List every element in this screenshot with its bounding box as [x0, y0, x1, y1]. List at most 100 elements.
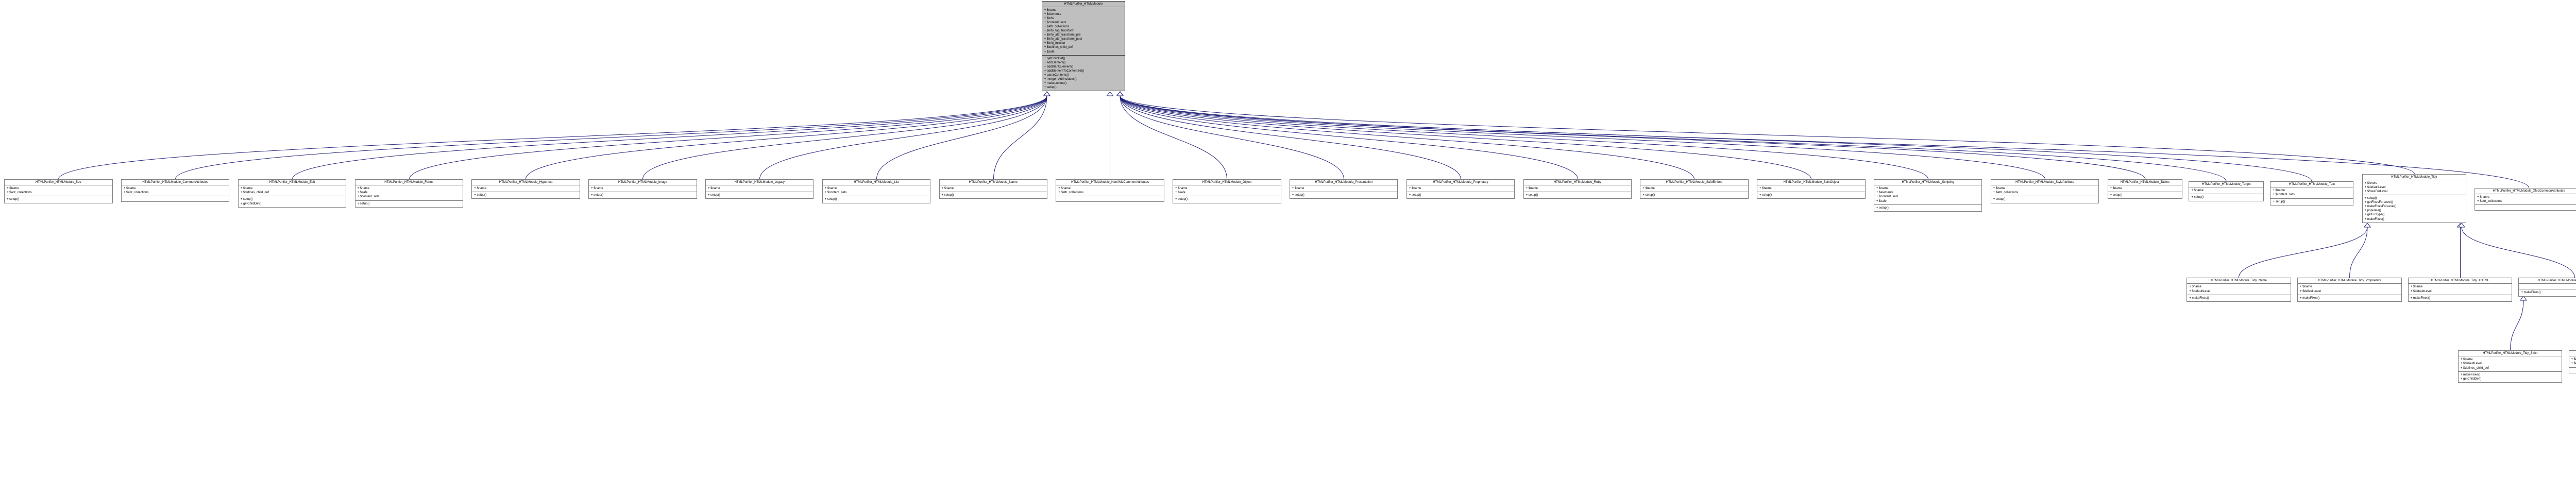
node-title: HTMLPurifier_HTMLModule_Legacy: [706, 180, 814, 185]
attrs-section: + $name: [589, 185, 697, 192]
attr-line: + $name: [1642, 186, 1746, 191]
method-line: + populate(): [2365, 209, 2464, 213]
methods-section: + makeFixes(): [2409, 295, 2512, 301]
methods-section: + setup()+ getFixesForLevel() + makeFixes…: [2363, 195, 2466, 222]
node-title: HTMLPurifier_HTMLModule_Text: [2270, 182, 2353, 187]
method-line: + makeFixes(): [2411, 296, 2510, 300]
attr-line: + $name: [591, 186, 694, 191]
attr-line: + $name: [7, 186, 110, 191]
attrs-section: + $name+ $attr_collections: [2475, 194, 2576, 205]
methods-section: [2569, 368, 2576, 373]
node-title: HTMLPurifier_HTMLModule_Object: [1173, 180, 1281, 185]
method-line: + mergeInAttrIncludes(): [1044, 77, 1123, 81]
class-node-tidy_proprietary: HTMLPurifier_HTMLModule_Tidy_Proprietary…: [2297, 278, 2402, 301]
attrs-section: + $name+ $defaultLevel: [2298, 284, 2401, 295]
attrs-section: + $name: [940, 185, 1047, 192]
class-node-object: HTMLPurifier_HTMLModule_Object+ $name+ $…: [1173, 179, 1281, 203]
attrs-section: + $name+ $content_sets: [823, 185, 930, 196]
attr-line: + $safe: [358, 191, 461, 195]
method-line: + setup(): [2365, 196, 2464, 200]
methods-section: + setup(): [1991, 196, 2099, 202]
attr-line: + $defaultLevel: [2571, 362, 2576, 366]
method-line: + setup(): [358, 202, 461, 206]
node-title: HTMLPurifier_HTMLModule_Tidy_XHTMLAndHTM…: [2519, 278, 2576, 284]
node-title: HTMLPurifier_HTMLModule_Tidy_Strict: [2459, 351, 2562, 356]
class-node-safeembed: HTMLPurifier_HTMLModule_SafeEmbed+ $name…: [1640, 179, 1749, 199]
method-line: + addElementToContentSet(): [1044, 69, 1123, 73]
class-node-tidy_name: HTMLPurifier_HTMLModule_Tidy_Name+ $name…: [2187, 278, 2291, 301]
attr-line: + $defaultLevel: [2300, 289, 2399, 294]
node-title: HTMLPurifier_HTMLModule_Ruby: [1524, 180, 1632, 185]
attrs-section: + $name: [706, 185, 814, 192]
node-title: HTMLPurifier_HTMLModule_SafeObject: [1757, 180, 1865, 185]
method-line: + getChildDef(): [2461, 377, 2560, 381]
methods-section: + makeFixes(): [2298, 295, 2401, 301]
attrs-section: + $levels+ $defaultLevel+ $fixesForLevel: [2363, 180, 2466, 195]
attrs-section: + $name+ $defines_child_def: [239, 185, 346, 196]
method-line: + setup(): [474, 193, 578, 197]
class-node-tidy: HTMLPurifier_HTMLModule_Tidy+ $levels+ $…: [2362, 174, 2467, 223]
attr-line: + $name: [2461, 357, 2560, 362]
attr-line: + $name: [1526, 186, 1630, 191]
class-node-proprietary: HTMLPurifier_HTMLModule_Proprietary+ $na…: [1406, 179, 1515, 199]
method-line: + setup(): [708, 193, 811, 197]
methods-section: + setup(): [823, 196, 930, 202]
method-line: + setup(): [825, 197, 928, 201]
class-node-edit: HTMLPurifier_HTMLModule_Edit+ $name+ $de…: [238, 179, 347, 207]
method-line: + setup(): [942, 193, 1045, 197]
method-line: + getChildDef(): [1044, 57, 1123, 61]
class-node-legacy: HTMLPurifier_HTMLModule_Legacy+ $name + s…: [705, 179, 814, 199]
attr-line: + $safe: [1175, 191, 1279, 195]
node-title: HTMLPurifier_HTMLModule_Presentation: [1290, 180, 1398, 185]
methods-section: + setup(): [5, 196, 112, 202]
methods-section: + setup()+ getChildDef(): [239, 196, 346, 207]
attr-line: + $attr_collections: [124, 191, 227, 195]
class-node-scripting: HTMLPurifier_HTMLModule_Scripting+ $name…: [1874, 179, 1982, 211]
method-line: + makeFixes(): [2300, 296, 2399, 300]
attr-line: + $defaultLevel: [2365, 185, 2464, 190]
attrs-section: + $name+ $attr_collections: [1056, 185, 1164, 196]
attr-line: + $defaultLevel: [2411, 289, 2510, 294]
attr-line: + $content_sets: [1876, 195, 1980, 199]
method-line: + makeFixes(): [2365, 217, 2464, 221]
attr-line: + $name: [358, 186, 461, 191]
method-line: + getFixesForLevel(): [2365, 200, 2464, 204]
edges-layer: [0, 0, 2576, 497]
node-title: HTMLPurifier_HTMLModule_Target: [2189, 182, 2263, 187]
attrs-section: + $name+ $attr_collections: [122, 185, 229, 196]
methods-section: [1056, 196, 1164, 201]
attr-line: + $name: [2477, 195, 2576, 199]
attr-line: + $attr_collections: [1044, 25, 1123, 29]
method-line: + getChildDef(): [241, 202, 344, 206]
attrs-section: + $name+ $attr_collections: [5, 185, 112, 196]
method-line: + getFixType(): [2365, 213, 2464, 217]
class-node-name: HTMLPurifier_HTMLModule_Name+ $name+ set…: [939, 179, 1048, 199]
attr-line: + $name: [241, 186, 344, 191]
class-node-tidy_xhtmlandhtml4: HTMLPurifier_HTMLModule_Tidy_XHTMLAndHTM…: [2518, 278, 2576, 296]
attrs-section: + $name: [2189, 187, 2263, 194]
attr-line: + $attr_collections: [2477, 199, 2576, 203]
class-node-image: HTMLPurifier_HTMLModule_Image+ $name+ se…: [588, 179, 697, 199]
attr-line: + $name: [708, 186, 811, 191]
class-node-tidy_strict: HTMLPurifier_HTMLModule_Tidy_Strict+ $na…: [2458, 350, 2563, 382]
attrs-section: + $name+ $elements+ $content_sets+ $safe: [1874, 185, 1982, 204]
class-node-text: HTMLPurifier_HTMLModule_Text+ $name+ $co…: [2270, 181, 2353, 205]
attr-line: + $levels: [2365, 181, 2464, 185]
methods-section: + setup(): [1524, 192, 1632, 198]
attr-line: + $info_attr_transform_pre: [1044, 33, 1123, 37]
node-title: HTMLPurifier_HTMLModule_Tidy_XHTML: [2409, 278, 2512, 284]
attrs-section: [2519, 284, 2576, 289]
attr-line: + $name: [2300, 285, 2399, 289]
methods-section: + setup(): [589, 192, 697, 198]
methods-section: + setup(): [2270, 199, 2353, 205]
attr-line: + $safe: [1044, 50, 1123, 54]
class-node-tables: HTMLPurifier_HTMLModule_Tables+ $name+ s…: [2108, 179, 2183, 199]
methods-section: + setup(): [1290, 192, 1398, 198]
attrs-section: + $name+ $defaultLevel: [2569, 356, 2576, 367]
class-node-bdo: HTMLPurifier_HTMLModule_Bdo+ $name+ $att…: [4, 179, 113, 203]
attr-line: + $defines_child_def: [1044, 45, 1123, 49]
node-title: HTMLPurifier_HTMLModule_Image: [589, 180, 697, 185]
method-line: + setup(): [2191, 195, 2261, 199]
methods-section: + makeFixes()+ getChildDef(): [2459, 372, 2562, 382]
attr-line: + $info_attr_transform_post: [1044, 37, 1123, 41]
